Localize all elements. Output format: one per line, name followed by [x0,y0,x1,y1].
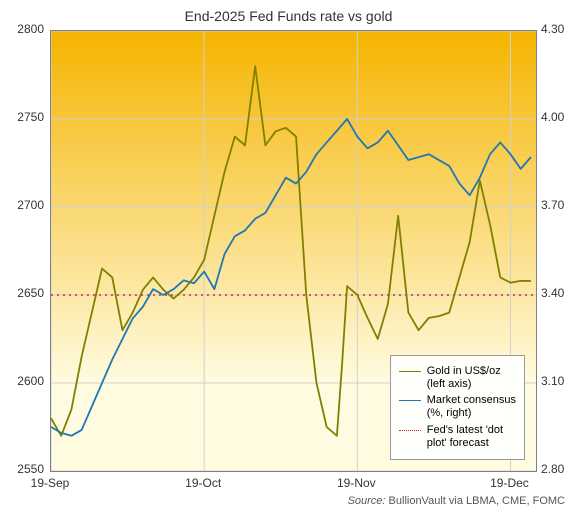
y-left-tick: 2650 [17,286,44,300]
legend-item-consensus: Market consensus (%, right) [399,394,516,420]
legend-text-gold: Gold in US$/oz (left axis) [427,365,501,391]
y-right-tick: 3.40 [541,286,564,300]
y-left-tick: 2700 [17,198,44,212]
legend-gold-l2: (left axis) [427,378,472,390]
x-tick: 19-Oct [185,476,221,490]
y-left-tick: 2750 [17,110,44,124]
y-right-tick: 3.70 [541,198,564,212]
source-line: Source: BullionVault via LBMA, CME, FOMC [348,495,565,507]
legend-cons-l2: (%, right) [427,407,472,419]
legend-text-consensus: Market consensus (%, right) [427,394,516,420]
y-left-tick: 2550 [17,462,44,476]
y-left-tick: 2600 [17,374,44,388]
x-tick: 19-Sep [31,476,70,490]
legend-dot-l1: Fed's latest 'dot [427,424,503,436]
legend-item-gold: Gold in US$/oz (left axis) [399,365,516,391]
legend-swatch-dotplot [399,430,421,431]
legend-swatch-gold [399,371,421,372]
y-right-tick: 4.00 [541,110,564,124]
source-text: BullionVault via LBMA, CME, FOMC [385,495,565,507]
chart-container: End-2025 Fed Funds rate vs gold 2550 2600… [0,0,577,513]
y-left-tick: 2800 [17,22,44,36]
source-label: Source: [348,495,386,507]
x-tick: 19-Nov [337,476,376,490]
y-right-tick: 3.10 [541,374,564,388]
legend-cons-l1: Market consensus [427,394,516,406]
legend-item-dotplot: Fed's latest 'dot plot' forecast [399,424,516,450]
y-right-tick: 4.30 [541,22,564,36]
x-tick: 19-Dec [490,476,529,490]
legend-swatch-consensus [399,400,421,401]
legend-dot-l2: plot' forecast [427,437,489,449]
legend-gold-l1: Gold in US$/oz [427,365,501,377]
legend-text-dotplot: Fed's latest 'dot plot' forecast [427,424,503,450]
chart-title: End-2025 Fed Funds rate vs gold [0,8,577,24]
legend: Gold in US$/oz (left axis) Market consen… [390,355,525,460]
y-right-tick: 2.80 [541,462,564,476]
